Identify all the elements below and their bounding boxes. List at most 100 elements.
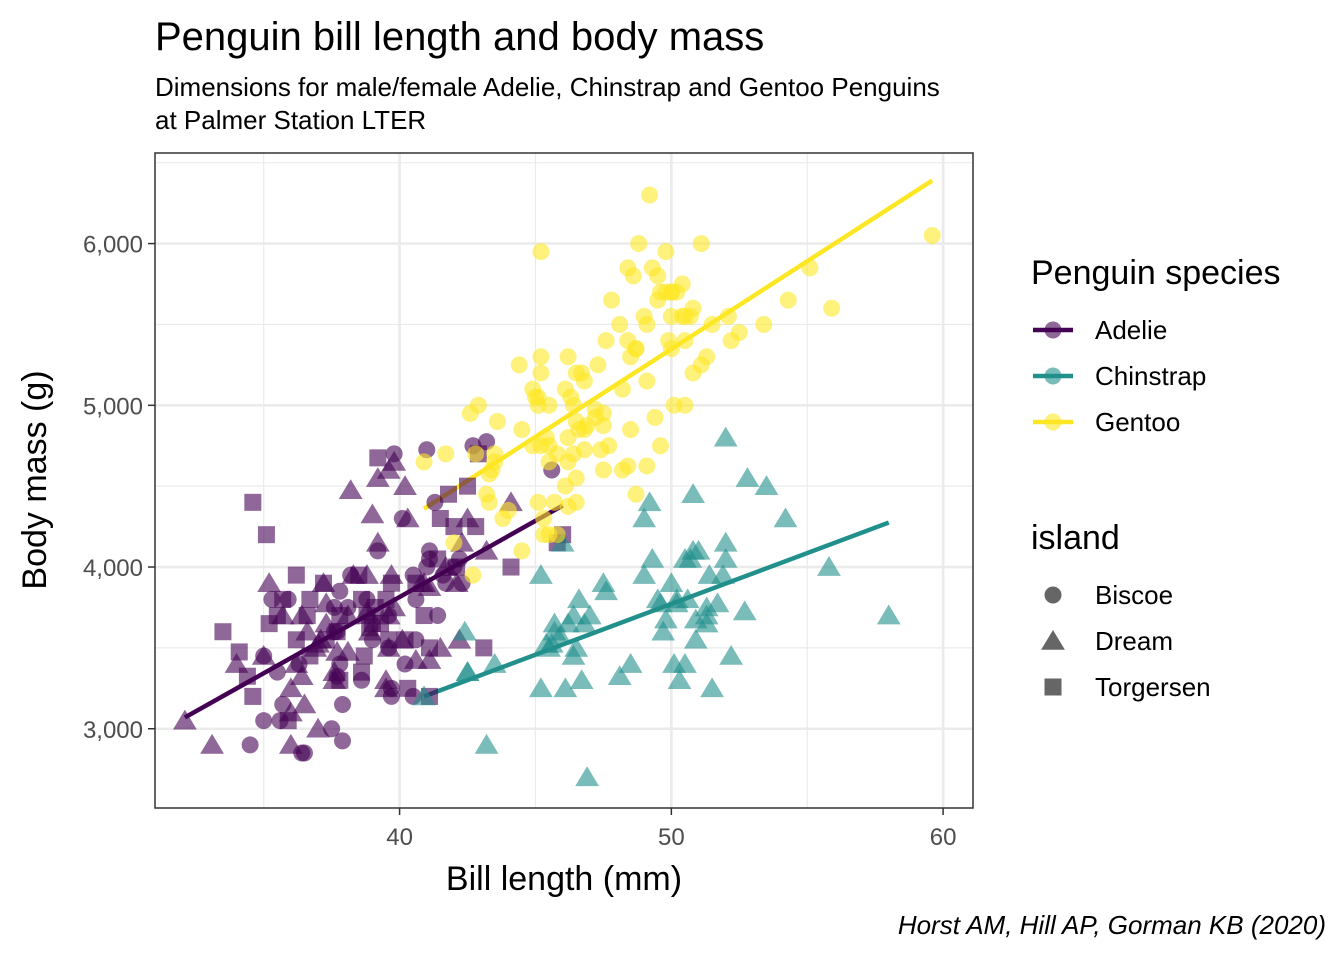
data-point-gentoo bbox=[575, 441, 593, 459]
data-point-gentoo bbox=[823, 299, 841, 317]
data-point-gentoo bbox=[613, 380, 631, 398]
data-point-gentoo bbox=[692, 356, 710, 374]
data-point-chinstrap bbox=[683, 628, 708, 649]
data-point-adelie bbox=[357, 620, 382, 641]
data-point-adelie bbox=[287, 566, 305, 584]
data-point-gentoo bbox=[622, 421, 640, 439]
data-point-gentoo bbox=[649, 291, 667, 309]
data-point-adelie bbox=[426, 493, 444, 511]
data-point-chinstrap bbox=[683, 608, 708, 629]
data-point-adelie bbox=[433, 556, 458, 576]
data-point-chinstrap bbox=[575, 766, 599, 787]
data-point-adelie bbox=[279, 677, 303, 698]
data-point-gentoo bbox=[535, 526, 553, 544]
data-point-chinstrap bbox=[569, 669, 594, 690]
data-point-adelie bbox=[429, 607, 447, 625]
data-point-chinstrap bbox=[632, 564, 657, 584]
data-point-gentoo bbox=[592, 441, 610, 459]
data-point-gentoo bbox=[529, 493, 547, 511]
data-point-chinstrap bbox=[876, 604, 901, 625]
data-point-adelie bbox=[336, 604, 360, 625]
data-point-gentoo bbox=[923, 226, 941, 244]
y-tick-label: 4,000 bbox=[83, 555, 143, 582]
data-point-gentoo bbox=[684, 299, 702, 317]
triangle-shape-swatch bbox=[1041, 630, 1065, 650]
data-point-gentoo bbox=[611, 315, 629, 333]
data-point-gentoo bbox=[532, 364, 550, 382]
data-point-chinstrap bbox=[412, 685, 436, 706]
data-point-adelie bbox=[251, 644, 276, 665]
data-point-gentoo bbox=[524, 437, 542, 455]
data-point-gentoo bbox=[638, 315, 656, 333]
data-point-chinstrap bbox=[817, 556, 841, 576]
data-point-adelie bbox=[374, 669, 398, 690]
data-point-gentoo bbox=[638, 457, 656, 475]
data-point-adelie bbox=[255, 712, 273, 730]
data-point-adelie bbox=[301, 590, 319, 608]
data-point-gentoo bbox=[594, 461, 612, 479]
data-point-adelie bbox=[323, 720, 341, 738]
data-point-adelie bbox=[173, 709, 197, 730]
data-point-adelie bbox=[270, 604, 295, 625]
data-point-adelie bbox=[279, 733, 303, 754]
legend-label: Gentoo bbox=[1095, 407, 1180, 437]
data-point-adelie bbox=[502, 558, 520, 576]
legend-item-biscoe: Biscoe bbox=[1044, 580, 1173, 610]
data-point-adelie bbox=[395, 507, 420, 528]
x-tick-label: 60 bbox=[930, 824, 957, 851]
data-point-adelie bbox=[474, 539, 499, 560]
data-point-adelie bbox=[214, 623, 232, 641]
data-point-adelie bbox=[428, 636, 453, 657]
data-point-adelie bbox=[331, 582, 349, 600]
data-point-adelie bbox=[268, 663, 286, 681]
data-point-chinstrap bbox=[550, 531, 575, 552]
data-point-adelie bbox=[244, 687, 262, 705]
data-point-adelie bbox=[390, 628, 415, 649]
legend-item-torgersen: Torgersen bbox=[1044, 672, 1211, 702]
data-point-adelie bbox=[358, 590, 376, 608]
data-point-chinstrap bbox=[529, 677, 553, 698]
data-point-gentoo bbox=[603, 291, 621, 309]
data-point-adelie bbox=[341, 564, 366, 584]
data-point-adelie bbox=[289, 604, 314, 625]
chart-subtitle-line-2: at Palmer Station LTER bbox=[155, 105, 426, 135]
data-point-adelie bbox=[353, 671, 371, 689]
circle-shape-swatch bbox=[1044, 586, 1062, 604]
data-point-chinstrap bbox=[632, 507, 657, 528]
data-point-gentoo bbox=[722, 332, 740, 350]
data-point-chinstrap bbox=[618, 653, 643, 673]
legend-label: Chinstrap bbox=[1095, 361, 1206, 391]
data-point-adelie bbox=[440, 485, 458, 503]
data-point-adelie bbox=[325, 640, 349, 661]
data-point-adelie bbox=[455, 507, 480, 528]
square-shape-swatch bbox=[1044, 678, 1062, 696]
data-point-gentoo bbox=[494, 510, 512, 528]
data-point-gentoo bbox=[801, 259, 819, 277]
data-point-adelie bbox=[279, 590, 297, 608]
data-point-adelie bbox=[334, 695, 352, 713]
data-point-chinstrap bbox=[664, 592, 689, 613]
data-point-chinstrap bbox=[662, 653, 686, 673]
data-point-adelie bbox=[459, 477, 477, 495]
data-point-gentoo bbox=[567, 469, 585, 487]
data-point-adelie bbox=[393, 475, 417, 495]
data-point-adelie bbox=[334, 732, 352, 750]
legend-species-title: Penguin species bbox=[1031, 254, 1281, 292]
plot-border bbox=[154, 152, 974, 809]
legend-label: Biscoe bbox=[1095, 580, 1173, 610]
data-point-adelie bbox=[257, 526, 275, 544]
data-point-chinstrap bbox=[648, 592, 673, 613]
data-point-gentoo bbox=[488, 412, 506, 430]
data-point-chinstrap bbox=[567, 588, 591, 609]
data-point-chinstrap bbox=[681, 539, 705, 560]
data-point-gentoo bbox=[638, 372, 656, 390]
data-point-chinstrap bbox=[713, 426, 738, 447]
data-point-gentoo bbox=[673, 275, 691, 293]
data-point-chinstrap bbox=[553, 677, 578, 698]
data-point-gentoo bbox=[641, 186, 659, 204]
data-point-adelie bbox=[308, 628, 333, 649]
data-point-chinstrap bbox=[651, 620, 676, 641]
data-point-gentoo bbox=[415, 453, 433, 471]
data-point-adelie bbox=[431, 510, 449, 528]
